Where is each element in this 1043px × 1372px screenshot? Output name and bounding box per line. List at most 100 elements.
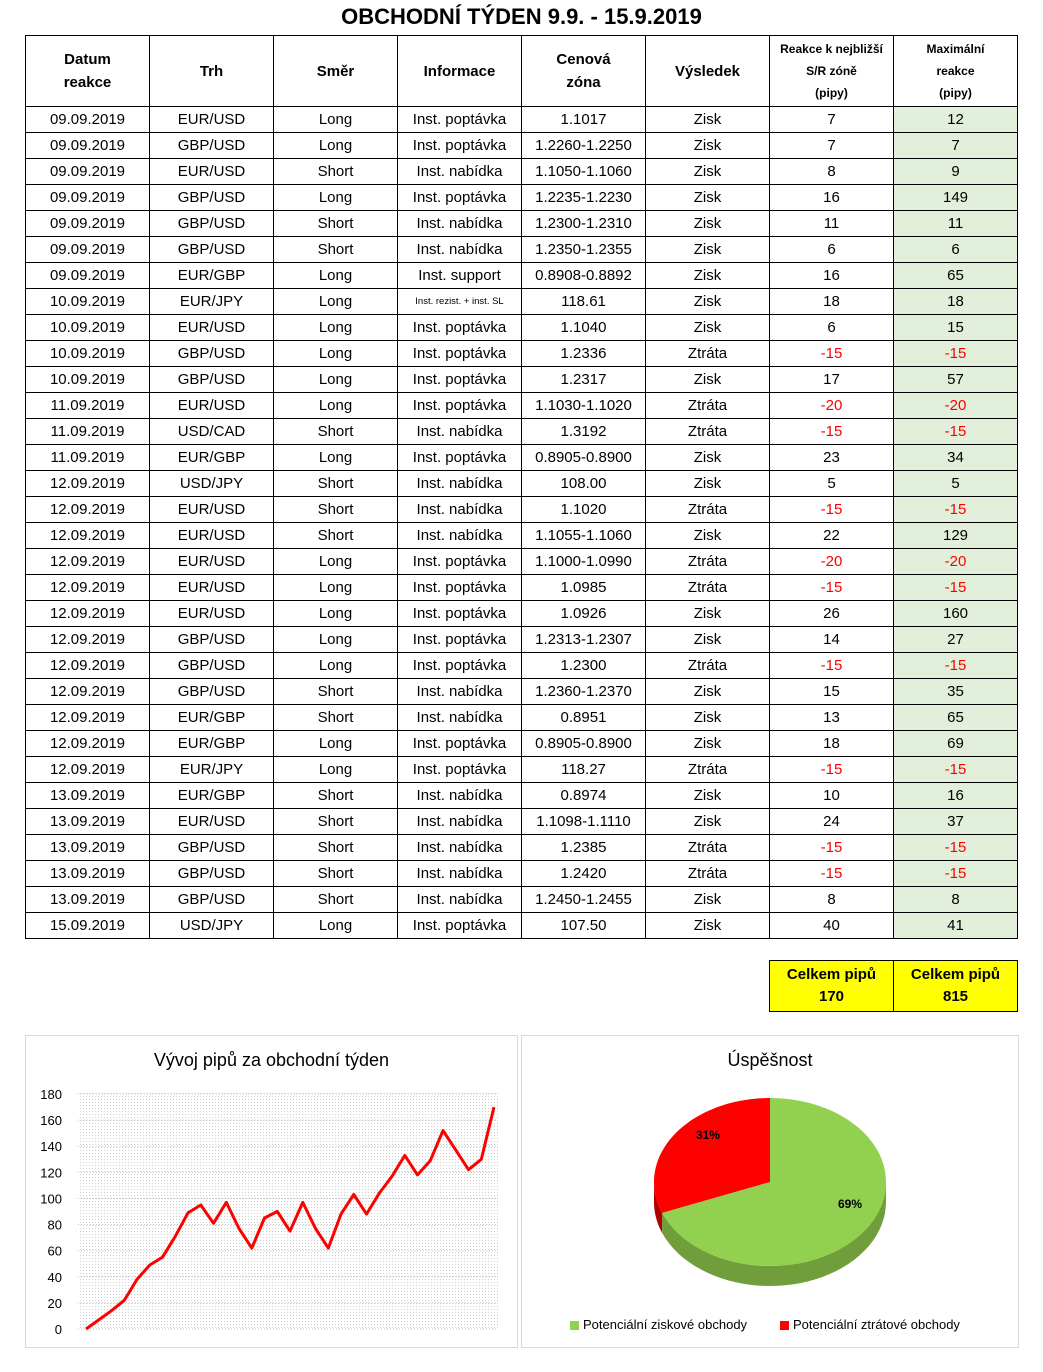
legend-swatch-loss [780, 1321, 789, 1331]
header-direction: Směr [273, 35, 398, 107]
market-cell: GBP/USD [149, 860, 274, 887]
reaction-cell: -15 [769, 652, 894, 679]
max-reaction-cell: -15 [893, 652, 1018, 679]
max-reaction-cell: -15 [893, 496, 1018, 523]
y-tick-label: 60 [48, 1244, 62, 1259]
reaction-cell: -15 [769, 574, 894, 601]
reaction-cell: 6 [769, 236, 894, 263]
table-row: 12.09.2019 GBP/USD Short Inst. nabídka 1.236… [25, 678, 1018, 705]
table-body: 09.09.2019 EUR/USD Long Inst. poptávka 1.101… [25, 106, 1018, 939]
max-reaction-cell: 7 [893, 132, 1018, 159]
direction-cell: Long [273, 574, 398, 601]
direction-cell: Long [273, 626, 398, 653]
date-cell: 13.09.2019 [25, 782, 150, 809]
zone-cell: 1.2385 [521, 834, 646, 861]
table-row: 10.09.2019 EUR/JPY Long Inst. rezist. + ins… [25, 288, 1018, 315]
direction-cell: Short [273, 236, 398, 263]
info-cell: Inst. nabídka [397, 782, 522, 809]
direction-cell: Long [273, 288, 398, 315]
result-cell: Zisk [645, 132, 770, 159]
direction-cell: Short [273, 808, 398, 835]
date-cell: 12.09.2019 [25, 470, 150, 497]
zone-cell: 1.1050-1.1060 [521, 158, 646, 185]
direction-cell: Short [273, 704, 398, 731]
max-reaction-cell: 129 [893, 522, 1018, 549]
table-row: 11.09.2019 EUR/GBP Long Inst. poptávka 0.890… [25, 444, 1018, 471]
direction-cell: Long [273, 314, 398, 341]
date-cell: 13.09.2019 [25, 860, 150, 887]
info-cell: Inst. nabídka [397, 418, 522, 445]
max-reaction-cell: -15 [893, 834, 1018, 861]
zone-cell: 1.2360-1.2370 [521, 678, 646, 705]
direction-cell: Long [273, 392, 398, 419]
date-cell: 11.09.2019 [25, 444, 150, 471]
y-tick-label: 20 [48, 1296, 62, 1311]
reaction-cell: 40 [769, 912, 894, 939]
result-cell: Zisk [645, 704, 770, 731]
table-row: 09.09.2019 GBP/USD Short Inst. nabídka 1.230… [25, 210, 1018, 237]
direction-cell: Long [273, 184, 398, 211]
result-cell: Ztráta [645, 548, 770, 575]
info-cell: Inst. nabídka [397, 704, 522, 731]
reaction-cell: -20 [769, 392, 894, 419]
totals-table: Celkem pipů 170 Celkem pipů 815 [769, 960, 1018, 1012]
table-row: 12.09.2019 GBP/USD Long Inst. poptávka 1.230… [25, 652, 1018, 679]
max-reaction-cell: -15 [893, 340, 1018, 367]
result-cell: Ztráta [645, 340, 770, 367]
result-cell: Ztráta [645, 496, 770, 523]
date-cell: 12.09.2019 [25, 704, 150, 731]
direction-cell: Short [273, 522, 398, 549]
direction-cell: Short [273, 418, 398, 445]
max-reaction-cell: 11 [893, 210, 1018, 237]
result-cell: Zisk [645, 210, 770, 237]
reaction-cell: 16 [769, 262, 894, 289]
info-cell: Inst. poptávka [397, 730, 522, 757]
date-cell: 12.09.2019 [25, 756, 150, 783]
info-cell: Inst. nabídka [397, 496, 522, 523]
market-cell: GBP/USD [149, 184, 274, 211]
table-row: 11.09.2019 EUR/USD Long Inst. poptávka 1.103… [25, 392, 1018, 419]
table-row: 09.09.2019 GBP/USD Short Inst. nabídka 1.235… [25, 236, 1018, 263]
table-row: 12.09.2019 EUR/USD Long Inst. poptávka 1.098… [25, 574, 1018, 601]
info-cell: Inst. nabídka [397, 158, 522, 185]
legend-item-win: Potenciální ziskové obchody [570, 1317, 747, 1332]
reaction-cell: 5 [769, 470, 894, 497]
reaction-cell: 23 [769, 444, 894, 471]
pie-chart-title: Úspěšnost [727, 1050, 813, 1070]
info-cell: Inst. nabídka [397, 522, 522, 549]
info-cell: Inst. nabídka [397, 470, 522, 497]
zone-cell: 0.8905-0.8900 [521, 444, 646, 471]
market-cell: EUR/USD [149, 522, 274, 549]
info-cell: Inst. rezist. + inst. SL [397, 288, 522, 315]
reaction-cell: 26 [769, 600, 894, 627]
info-cell: Inst. poptávka [397, 600, 522, 627]
result-cell: Zisk [645, 288, 770, 315]
result-cell: Ztráta [645, 418, 770, 445]
result-cell: Zisk [645, 184, 770, 211]
zone-cell: 1.2313-1.2307 [521, 626, 646, 653]
reaction-cell: 16 [769, 184, 894, 211]
info-cell: Inst. poptávka [397, 652, 522, 679]
header-reaction: Reakce k nejbližší S/R zóně (pipy) [769, 35, 894, 107]
pie-slice-loss [654, 1098, 770, 1213]
total-reaction-cell: Celkem pipů 170 [769, 960, 894, 1012]
reaction-cell: 11 [769, 210, 894, 237]
date-cell: 12.09.2019 [25, 522, 150, 549]
market-cell: GBP/USD [149, 132, 274, 159]
table-row: 12.09.2019 GBP/USD Long Inst. poptávka 1.231… [25, 626, 1018, 653]
zone-cell: 0.8974 [521, 782, 646, 809]
info-cell: Inst. poptávka [397, 314, 522, 341]
header-market: Trh [149, 35, 274, 107]
max-reaction-cell: 160 [893, 600, 1018, 627]
info-cell: Inst. poptávka [397, 340, 522, 367]
direction-cell: Short [273, 886, 398, 913]
direction-cell: Long [273, 444, 398, 471]
date-cell: 09.09.2019 [25, 158, 150, 185]
direction-cell: Short [273, 496, 398, 523]
info-cell: Inst. poptávka [397, 392, 522, 419]
info-cell: Inst. nabídka [397, 808, 522, 835]
result-cell: Zisk [645, 444, 770, 471]
date-cell: 13.09.2019 [25, 808, 150, 835]
max-reaction-cell: 65 [893, 704, 1018, 731]
direction-cell: Short [273, 834, 398, 861]
